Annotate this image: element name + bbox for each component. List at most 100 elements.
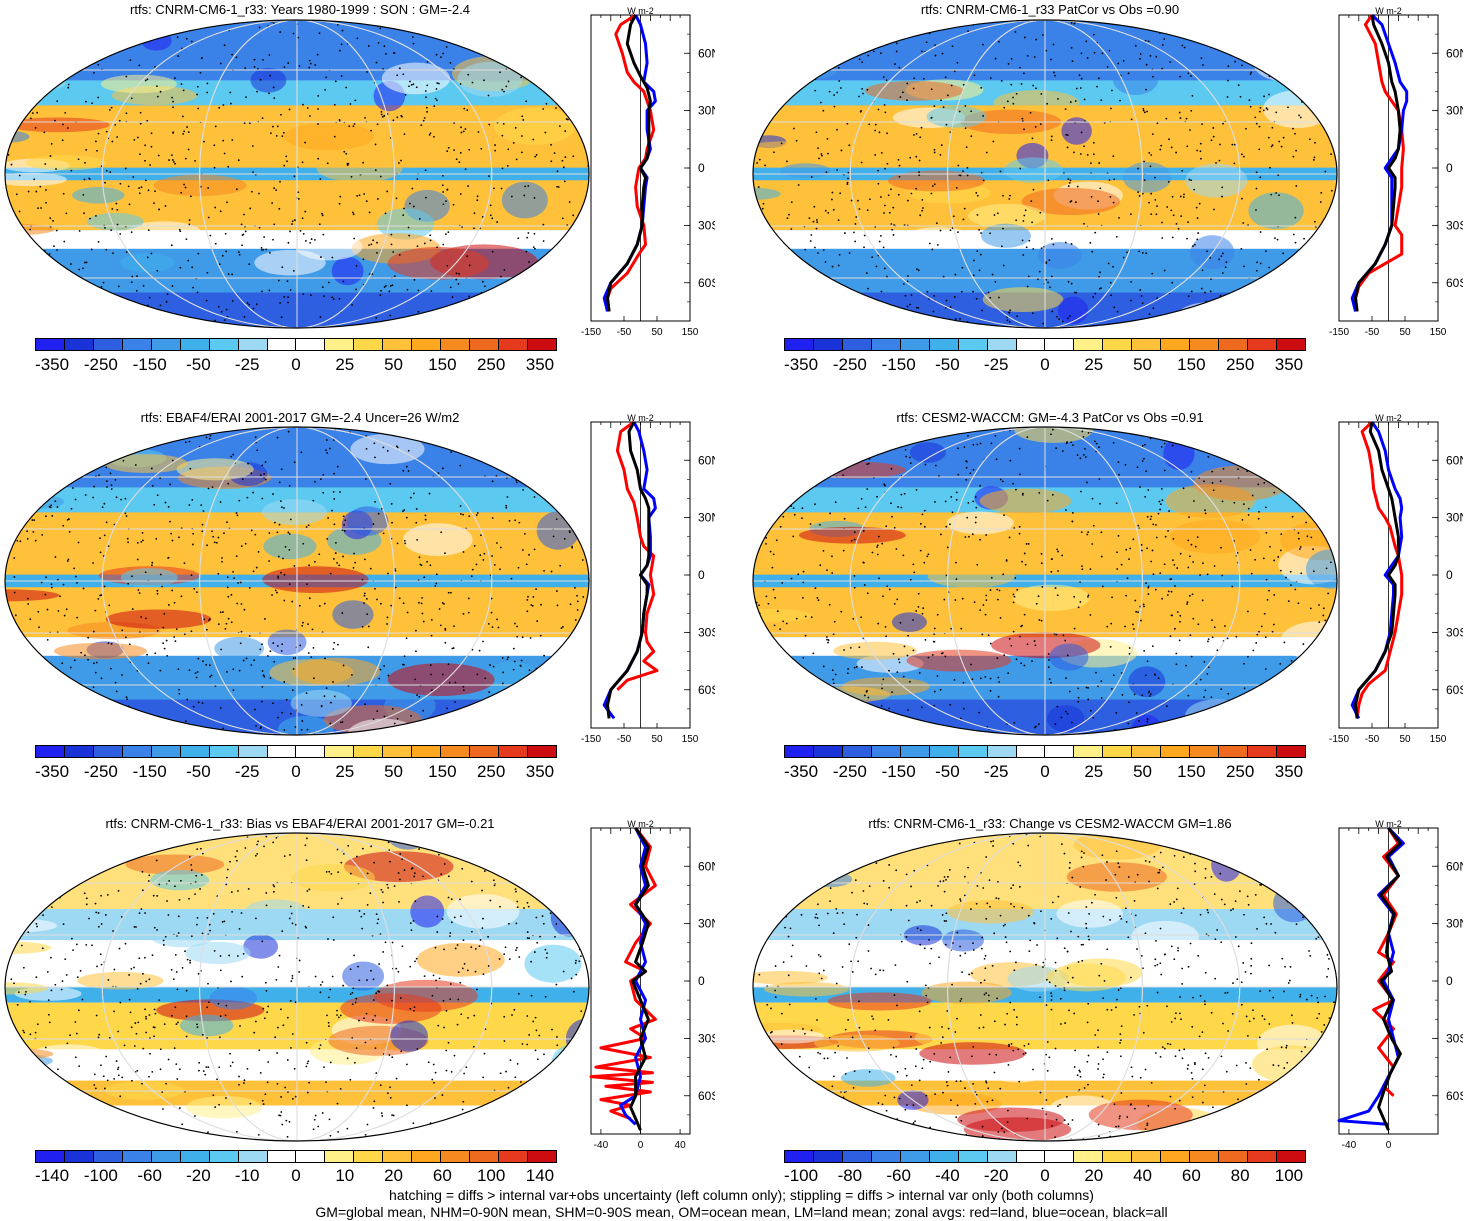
y-tick-label: 0: [1446, 974, 1453, 988]
x-tick-label: -150: [581, 734, 601, 745]
colorbar-swatch: [813, 339, 843, 350]
x-tick-label: -40: [1342, 1140, 1357, 1151]
colorbar-tick-label: 0: [1040, 1166, 1050, 1185]
colorbar-labels-4: -350 -250 -150 -50 -25 0 25 50 150 250 350: [784, 762, 1306, 784]
colorbar-swatch: [1190, 339, 1220, 350]
colorbar-swatch: [296, 339, 326, 350]
colorbar-swatch: [64, 1151, 94, 1162]
colorbar-tick-label: 0: [291, 355, 301, 374]
y-tick-label: 30N: [1446, 511, 1463, 525]
x-tick-label: 50: [1399, 734, 1411, 745]
colorbar-swatch: [785, 339, 814, 350]
zonal-line-all: [629, 827, 650, 1131]
colorbar-tick-label: -60: [886, 1166, 911, 1185]
colorbar-swatch: [1045, 1151, 1075, 1162]
colorbar-tick-label: 0: [291, 762, 301, 781]
colorbar-swatch: [929, 1151, 959, 1162]
y-tick-label: 60N: [698, 46, 715, 60]
x-tick-label: -150: [1329, 327, 1349, 338]
zonal-line-land: [1354, 14, 1405, 312]
x-tick-label: 0: [1386, 1140, 1392, 1151]
colorbar-tick-label: 350: [1274, 762, 1304, 781]
colorbar-swatch: [1103, 339, 1133, 350]
colorbar-labels-1: -350 -250 -150 -50 -25 0 25 50 150 250 350: [35, 355, 557, 377]
map-outline: [752, 832, 1338, 1142]
colorbar-swatch: [987, 1151, 1017, 1162]
colorbar-tick-label: 25: [1084, 355, 1104, 374]
colorbar-swatch: [871, 339, 901, 350]
colorbar-swatch: [354, 746, 384, 757]
colorbar-swatch: [64, 746, 94, 757]
colorbar-swatch: [93, 1151, 123, 1162]
colorbar-tick-label: 20: [1084, 1166, 1104, 1185]
y-tick-label: 30N: [698, 511, 715, 525]
units-label: W m-2: [627, 413, 654, 423]
colorbar-swatch: [1276, 746, 1305, 757]
colorbar-tick-label: 25: [1084, 762, 1104, 781]
zonal-mean-plot-3: W m-2 -150 -50 50 150 60N 30N 0 30S 60S: [581, 413, 715, 745]
units-label: W m-2: [1375, 6, 1402, 16]
colorbar-swatch: [325, 1151, 355, 1162]
x-tick-label: -40: [594, 1140, 609, 1151]
colorbar-swatch: [383, 1151, 413, 1162]
colorbar-swatch: [842, 1151, 872, 1162]
colorbar-4: [784, 745, 1306, 758]
colorbar-swatch: [842, 339, 872, 350]
colorbar-tick-label: -50: [186, 762, 211, 781]
colorbar-swatch: [929, 746, 959, 757]
colorbar-tick-label: -50: [935, 355, 960, 374]
y-tick-label: 30S: [698, 218, 715, 232]
colorbar-swatch: [412, 746, 442, 757]
colorbar-tick-label: 80: [1230, 1166, 1250, 1185]
colorbar-swatch: [1248, 746, 1277, 757]
colorbar-tick-label: -20: [983, 1166, 1009, 1185]
y-tick-label: 60S: [1446, 1089, 1463, 1103]
y-tick-label: 0: [1446, 568, 1453, 582]
panel-title: rtfs: CNRM-CM6-1_r33: Change vs CESM2-WA…: [868, 816, 1232, 831]
colorbar-labels-3: -350 -250 -150 -50 -25 0 25 50 150 250 350: [35, 762, 557, 784]
colorbar-tick-label: 150: [428, 762, 457, 781]
y-tick-label: 0: [1446, 161, 1453, 175]
y-tick-label: 60S: [1446, 276, 1463, 290]
colorbar-tick-label: -250: [832, 355, 867, 374]
colorbar-tick-label: -50: [186, 355, 211, 374]
colorbar-swatch: [383, 746, 413, 757]
colorbar-swatch: [122, 1151, 152, 1162]
colorbar-tick-label: -350: [784, 355, 819, 374]
colorbar-tick-label: -25: [983, 762, 1009, 781]
colorbar-swatch: [36, 1151, 65, 1162]
zonal-line-all: [1354, 421, 1400, 719]
x-tick-label: 50: [1399, 327, 1411, 338]
colorbar-tick-label: -140: [35, 1166, 70, 1185]
colorbar-swatch: [499, 339, 528, 350]
colorbar-swatch: [1190, 1151, 1220, 1162]
colorbar-swatch: [209, 746, 239, 757]
colorbar-tick-label: 150: [1177, 355, 1206, 374]
colorbar-swatch: [267, 1151, 297, 1162]
colorbar-swatch: [180, 1151, 210, 1162]
colorbar-swatch: [64, 339, 94, 350]
colorbar-tick-label: -150: [132, 355, 167, 374]
colorbar-swatch: [267, 746, 297, 757]
y-tick-label: 30N: [1446, 104, 1463, 118]
colorbar-swatch: [354, 1151, 384, 1162]
colorbar-tick-label: 150: [428, 355, 457, 374]
colorbar-tick-label: 25: [335, 355, 355, 374]
zonal-mean-plot-4: W m-2 -150 -50 50 150 60N 30N 0 30S 60S: [1329, 413, 1463, 745]
colorbar-tick-label: -40: [935, 1166, 960, 1185]
map-outline: [4, 426, 590, 736]
zonal-mean-plot-2: W m-2 -150 -50 50 150 60N 30N 0 30S 60S: [1329, 6, 1463, 338]
colorbar-swatch: [871, 746, 901, 757]
x-tick-label: -50: [617, 734, 632, 745]
colorbar-swatch: [180, 339, 210, 350]
colorbar-swatch: [122, 746, 152, 757]
colorbar-swatch: [354, 339, 384, 350]
zonal-line-land: [615, 420, 659, 691]
colorbar-tick-label: -10: [234, 1166, 260, 1185]
y-tick-label: 30S: [698, 1031, 715, 1045]
colorbar-tick-label: 250: [1225, 762, 1255, 781]
colorbar-swatch: [929, 339, 959, 350]
colorbar-tick-label: 25: [335, 762, 355, 781]
x-tick-label: -150: [1329, 734, 1349, 745]
panel-title: rtfs: CNRM-CM6-1_r33: Bias vs EBAF4/ERAI…: [105, 816, 495, 831]
